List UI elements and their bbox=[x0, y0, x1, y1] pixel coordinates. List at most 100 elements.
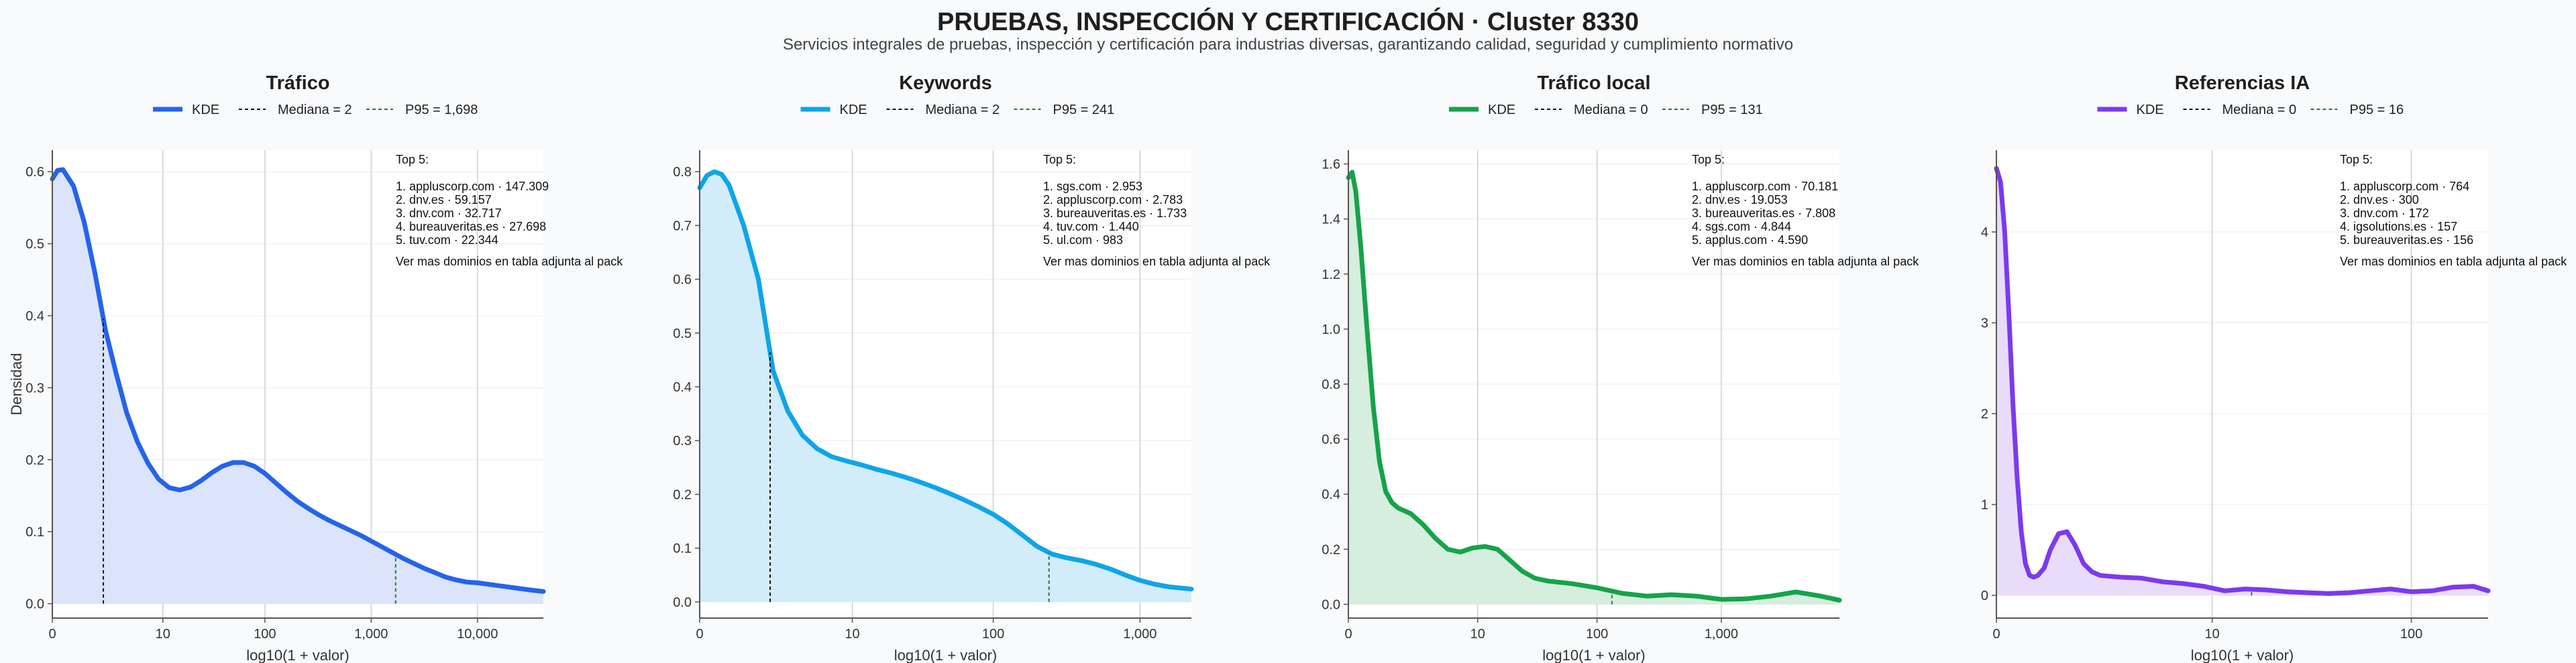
y-tick-label: 0.8 bbox=[1322, 377, 1340, 392]
plot-background bbox=[1996, 150, 2488, 618]
chart-title: Tráfico bbox=[266, 72, 329, 94]
top5-item: 5. ul.com · 983 bbox=[1043, 233, 1123, 247]
top5-item: 3. bureauveritas.es · 1.733 bbox=[1043, 206, 1187, 220]
y-tick-label: 0.6 bbox=[1322, 432, 1340, 447]
top5-title: Top 5: bbox=[1043, 153, 1076, 166]
chart-title: Keywords bbox=[899, 72, 992, 94]
legend-kde-label: KDE bbox=[840, 103, 867, 117]
legend-kde-label: KDE bbox=[192, 103, 219, 117]
top5-item: 3. bureauveritas.es · 7.808 bbox=[1692, 206, 1835, 220]
top5-item: 2. dnv.es · 19.053 bbox=[1692, 193, 1788, 206]
legend-p95-label: P95 = 241 bbox=[1053, 103, 1115, 117]
legend-median-label: Mediana = 2 bbox=[926, 103, 1000, 117]
x-tick-label: 0 bbox=[48, 627, 56, 642]
y-tick-label: 0.0 bbox=[673, 595, 692, 610]
kde-area bbox=[700, 172, 1191, 602]
kde-line bbox=[50, 167, 546, 594]
x-tick-label: 100 bbox=[982, 627, 1004, 642]
top5-item: 2. dnv.es · 300 bbox=[2340, 193, 2419, 206]
top5-item: 2. dnv.es · 59.157 bbox=[396, 193, 492, 206]
y-tick-label: 1.4 bbox=[1322, 213, 1340, 227]
legend: KDE Mediana = 2 P95 = 241 bbox=[800, 103, 1115, 117]
x-tick-label: 100 bbox=[1586, 627, 1608, 642]
y-tick-label: 0.5 bbox=[673, 326, 692, 341]
top5-item: 1. sgs.com · 2.953 bbox=[1043, 180, 1142, 193]
chart-title: Referencias IA bbox=[2175, 72, 2310, 94]
y-axis-label: Densidad bbox=[8, 353, 25, 416]
y-tick-label: 1.6 bbox=[1322, 158, 1340, 172]
legend-kde-label: KDE bbox=[2137, 103, 2164, 117]
x-tick-label: 0 bbox=[1992, 627, 2000, 642]
chart-title: Tráfico local bbox=[1537, 72, 1650, 94]
top5-item: 1. appluscorp.com · 70.181 bbox=[1692, 180, 1838, 193]
kde-line bbox=[1994, 166, 2491, 596]
kde-area bbox=[52, 170, 543, 604]
y-tick-label: 0.0 bbox=[25, 597, 44, 612]
legend-p95-label: P95 = 16 bbox=[2350, 103, 2404, 117]
y-tick-label: 4 bbox=[1981, 225, 1988, 240]
top5-title: Top 5: bbox=[396, 153, 429, 166]
y-tick-label: 0.2 bbox=[1322, 542, 1340, 557]
legend-median-label: Mediana = 0 bbox=[2222, 103, 2297, 117]
x-axis-label: log10(1 + valor) bbox=[2191, 647, 2294, 663]
x-tick-label: 0 bbox=[696, 627, 703, 642]
x-tick-label: 10 bbox=[2205, 627, 2220, 642]
x-tick-label: 100 bbox=[2400, 627, 2422, 642]
x-tick-label: 10 bbox=[1470, 627, 1485, 642]
legend: KDE Mediana = 0 P95 = 131 bbox=[1449, 103, 1763, 117]
legend: KDE Mediana = 2 P95 = 1,698 bbox=[153, 103, 478, 117]
top5-item: 5. applus.com · 4.590 bbox=[1692, 233, 1808, 247]
x-axis-label: log10(1 + valor) bbox=[1542, 647, 1645, 663]
kde-line bbox=[1346, 170, 1842, 603]
y-tick-label: 0.3 bbox=[25, 381, 44, 396]
y-tick-label: 1.2 bbox=[1322, 267, 1340, 282]
legend: KDE Mediana = 0 P95 = 16 bbox=[2097, 103, 2404, 117]
chart-panel-2: 0.0 0.1 0.2 0.3 0.4 0.5 0.6 0.7 0.8 0 10 100 1,000 lo… bbox=[673, 72, 1271, 663]
x-tick-label: 1,000 bbox=[354, 627, 388, 642]
y-tick-label: 0.6 bbox=[673, 273, 692, 288]
y-tick-label: 3 bbox=[1981, 316, 1988, 331]
x-axis-label: log10(1 + valor) bbox=[894, 647, 997, 663]
x-axis-label: log10(1 + valor) bbox=[246, 647, 349, 663]
top5-footnote: Ver mas dominios en tabla adjunta al pac… bbox=[1692, 255, 1919, 268]
y-tick-label: 0.8 bbox=[673, 165, 692, 180]
top5-item: 1. appluscorp.com · 147.309 bbox=[396, 180, 549, 193]
x-tick-label: 10,000 bbox=[457, 627, 498, 642]
top5-item: 1. appluscorp.com · 764 bbox=[2340, 180, 2469, 193]
y-tick-label: 0.5 bbox=[25, 237, 44, 252]
y-tick-label: 2 bbox=[1981, 407, 1988, 422]
chart-panel-4: 0 1 2 3 4 0 10 100 log10(1 + valor) Referencias I… bbox=[1981, 72, 2567, 663]
x-tick-label: 1,000 bbox=[1123, 627, 1157, 642]
x-tick-label: 10 bbox=[156, 627, 170, 642]
top5-item: 4. tuv.com · 1.440 bbox=[1043, 220, 1139, 233]
y-tick-label: 1 bbox=[1981, 498, 1988, 513]
x-tick-label: 0 bbox=[1344, 627, 1352, 642]
y-tick-label: 0.1 bbox=[673, 542, 692, 556]
legend-median-label: Mediana = 0 bbox=[1574, 103, 1648, 117]
top5-title: Top 5: bbox=[2340, 153, 2373, 166]
y-tick-label: 0.3 bbox=[673, 434, 692, 448]
legend-median-label: Mediana = 2 bbox=[278, 103, 352, 117]
page-title: PRUEBAS, INSPECCIÓN Y CERTIFICACIÓN · Cl… bbox=[937, 8, 1639, 36]
top5-item: 5. bureauveritas.es · 156 bbox=[2340, 233, 2473, 247]
top5-item: 3. dnv.com · 172 bbox=[2340, 206, 2429, 220]
chart-panel-1: 0.0 0.1 0.2 0.3 0.4 0.5 0.6 0 10 100 1,000 10,000 lo… bbox=[8, 72, 623, 663]
legend-kde-label: KDE bbox=[1488, 103, 1515, 117]
kde-area bbox=[1348, 172, 1839, 605]
top5-item: 4. igsolutions.es · 157 bbox=[2340, 220, 2457, 233]
top5-item: 3. dnv.com · 32.717 bbox=[396, 206, 502, 220]
y-tick-label: 0.2 bbox=[673, 487, 692, 502]
top5-footnote: Ver mas dominios en tabla adjunta al pac… bbox=[1043, 255, 1271, 268]
y-tick-label: 0.4 bbox=[673, 380, 692, 395]
legend-p95-label: P95 = 1,698 bbox=[405, 103, 478, 117]
y-tick-label: 0.7 bbox=[673, 219, 692, 233]
y-tick-label: 0.1 bbox=[25, 525, 44, 540]
y-tick-label: 0.6 bbox=[25, 165, 44, 180]
legend-p95-label: P95 = 131 bbox=[1701, 103, 1763, 117]
top5-title: Top 5: bbox=[1692, 153, 1725, 166]
